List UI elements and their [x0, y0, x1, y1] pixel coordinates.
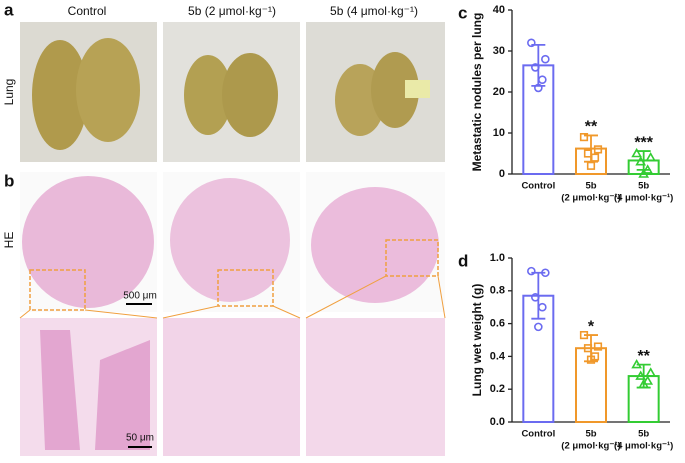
data-point — [531, 63, 540, 72]
significance: * — [588, 318, 595, 335]
data-point — [635, 370, 647, 380]
y-axis-label: Metastatic nodules per lung — [470, 13, 484, 172]
data-point — [583, 344, 593, 353]
x-tick-label: 5b — [585, 429, 596, 440]
y-tick-label: 10 — [493, 127, 505, 139]
data-point — [534, 322, 543, 332]
y-tick-label: 0.6 — [490, 318, 505, 330]
panel-label: b — [4, 171, 14, 190]
data-point — [631, 358, 643, 369]
significance: *** — [634, 134, 653, 151]
x-tick-label: (2 μmol·kg⁻¹) — [561, 193, 620, 204]
data-point — [534, 83, 543, 93]
data-point — [538, 302, 547, 312]
lung-photos — [20, 22, 445, 162]
x-tick-label: Control — [521, 429, 555, 440]
x-tick-label: (2 μmol·kg⁻¹) — [561, 441, 620, 452]
data-point — [527, 266, 536, 276]
x-tick-label: 5b — [638, 429, 649, 440]
y-tick-label: 0.8 — [490, 285, 505, 297]
scale-bar-label: 50 μm — [126, 433, 154, 444]
he-images — [19, 172, 446, 456]
data-point — [638, 168, 650, 178]
data-point — [541, 54, 550, 64]
row-label: Lung — [2, 79, 16, 106]
y-tick-label: 40 — [493, 4, 505, 16]
data-point — [590, 153, 600, 162]
y-tick-label: 0 — [499, 168, 505, 180]
y-tick-label: 30 — [493, 45, 505, 57]
x-tick-label: (4 μmol·kg⁻¹) — [614, 193, 673, 204]
data-point — [541, 268, 550, 278]
data-point — [583, 149, 593, 158]
data-point — [631, 147, 643, 158]
y-tick-label: 1.0 — [490, 252, 505, 264]
data-point — [638, 378, 650, 389]
row-label: HE — [2, 232, 16, 249]
column-header: Control — [68, 4, 107, 18]
column-header: 5b (2 μmol·kg⁻¹) — [188, 4, 276, 18]
significance: ** — [637, 348, 650, 365]
x-tick-label: 5b — [585, 181, 596, 192]
data-point — [593, 342, 603, 351]
data-point — [635, 156, 647, 166]
y-tick-label: 0.0 — [490, 416, 505, 428]
panel-label: d — [458, 251, 468, 270]
data-point — [586, 355, 596, 364]
x-tick-label: Control — [521, 181, 555, 192]
significance: ** — [585, 119, 598, 136]
data-point — [642, 164, 654, 174]
data-point — [579, 133, 589, 142]
data-point — [645, 151, 657, 162]
data-point — [642, 375, 654, 385]
y-tick-label: 0.2 — [490, 383, 505, 395]
data-point — [586, 161, 596, 170]
panel-label: a — [4, 0, 14, 19]
data-point — [593, 145, 603, 154]
y-tick-label: 0.4 — [490, 350, 506, 362]
y-axis-label: Lung wet weight (g) — [470, 284, 484, 397]
x-tick-label: (4 μmol·kg⁻¹) — [614, 441, 673, 452]
data-point — [579, 330, 589, 340]
scale-bar-label: 500 μm — [123, 291, 157, 302]
data-point — [645, 367, 657, 377]
x-tick-label: 5b — [638, 181, 649, 192]
data-point — [538, 75, 547, 84]
data-point — [527, 38, 536, 48]
panel-label: c — [458, 3, 467, 22]
y-tick-label: 20 — [493, 86, 505, 98]
column-header: 5b (4 μmol·kg⁻¹) — [330, 4, 418, 18]
data-point — [531, 293, 540, 302]
